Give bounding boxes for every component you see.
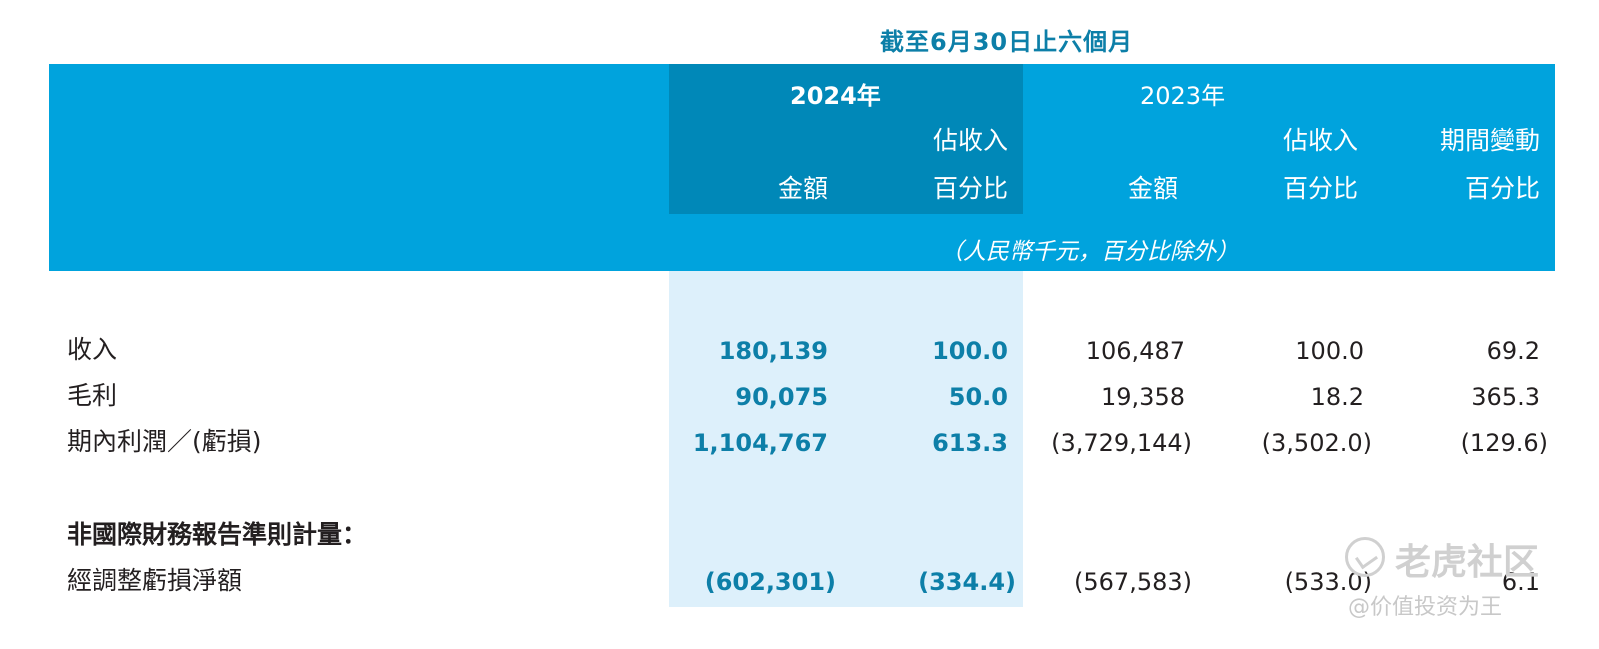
cell-profit-loss-pct-2023: (3,502.0)	[1261, 429, 1372, 457]
cell-revenue-pct-2024: 100.0	[932, 337, 1008, 365]
header-2024-highlight	[669, 64, 1023, 214]
cell-profit-loss-change: (129.6)	[1460, 429, 1548, 457]
header-year-2023: 2023年	[1140, 82, 1226, 110]
cell-gross-profit-pct-2023: 18.2	[1310, 383, 1364, 411]
header-2023-pct-line2: 百分比	[1282, 174, 1358, 203]
row-label-revenue: 收入	[67, 335, 118, 364]
cell-revenue-amt-2023: 106,487	[1085, 337, 1185, 365]
header-year-2024: 2024年	[790, 82, 881, 110]
cell-profit-loss-amt-2024: 1,104,767	[692, 429, 828, 457]
cell-adjusted-net-loss-amt-2024: (602,301)	[704, 568, 836, 596]
period-title: 截至6月30日止六個月	[880, 28, 1134, 56]
cell-profit-loss-amt-2023: (3,729,144)	[1051, 429, 1192, 457]
header-2024-pct-line2: 百分比	[932, 174, 1008, 203]
unit-note: （人民幣千元，百分比除外）	[940, 239, 1239, 265]
cell-gross-profit-amt-2023: 19,358	[1101, 383, 1185, 411]
section-title-non-ifrs: 非國際財務報告準則計量：	[67, 520, 368, 549]
cell-revenue-amt-2024: 180,139	[718, 337, 828, 365]
cell-gross-profit-change: 365.3	[1471, 383, 1540, 411]
cell-adjusted-net-loss-change: 6.1	[1501, 568, 1540, 596]
watermark-brand: 老虎社区	[1395, 542, 1540, 583]
cell-gross-profit-pct-2024: 50.0	[948, 383, 1008, 411]
header-change-line1: 期間變動	[1439, 126, 1540, 155]
row-label-profit-loss: 期內利潤／(虧損)	[67, 427, 262, 456]
header-change-line2: 百分比	[1464, 174, 1540, 203]
header-2023-amount: 金額	[1127, 174, 1178, 203]
cell-revenue-pct-2023: 100.0	[1295, 337, 1364, 365]
row-label-adjusted-net-loss: 經調整虧損淨額	[67, 566, 243, 595]
cell-adjusted-net-loss-pct-2024: (334.4)	[918, 568, 1016, 596]
watermark-user: @价值投资为王	[1348, 595, 1503, 620]
body-2024-highlight	[669, 271, 1023, 607]
cell-adjusted-net-loss-amt-2023: (567,583)	[1074, 568, 1192, 596]
header-2024-amount: 金額	[777, 174, 828, 203]
header-2023-pct-line1: 佔收入	[1282, 126, 1358, 155]
cell-revenue-change: 69.2	[1486, 337, 1540, 365]
watermark: 老虎社区 @价值投资为王	[1345, 533, 1585, 633]
header-2024-pct-line1: 佔收入	[932, 126, 1008, 155]
cell-gross-profit-amt-2024: 90,075	[735, 383, 828, 411]
row-label-gross-profit: 毛利	[67, 381, 118, 410]
cell-profit-loss-pct-2024: 613.3	[932, 429, 1008, 457]
tiger-community-logo-icon	[1345, 537, 1385, 577]
